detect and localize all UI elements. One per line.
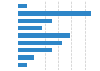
Bar — [18, 48, 52, 52]
Bar — [18, 55, 34, 60]
Bar — [18, 26, 42, 30]
Bar — [18, 33, 70, 38]
Bar — [18, 63, 27, 67]
Bar — [18, 19, 52, 23]
Bar — [18, 4, 27, 8]
Bar — [18, 11, 91, 16]
Bar — [18, 41, 62, 45]
